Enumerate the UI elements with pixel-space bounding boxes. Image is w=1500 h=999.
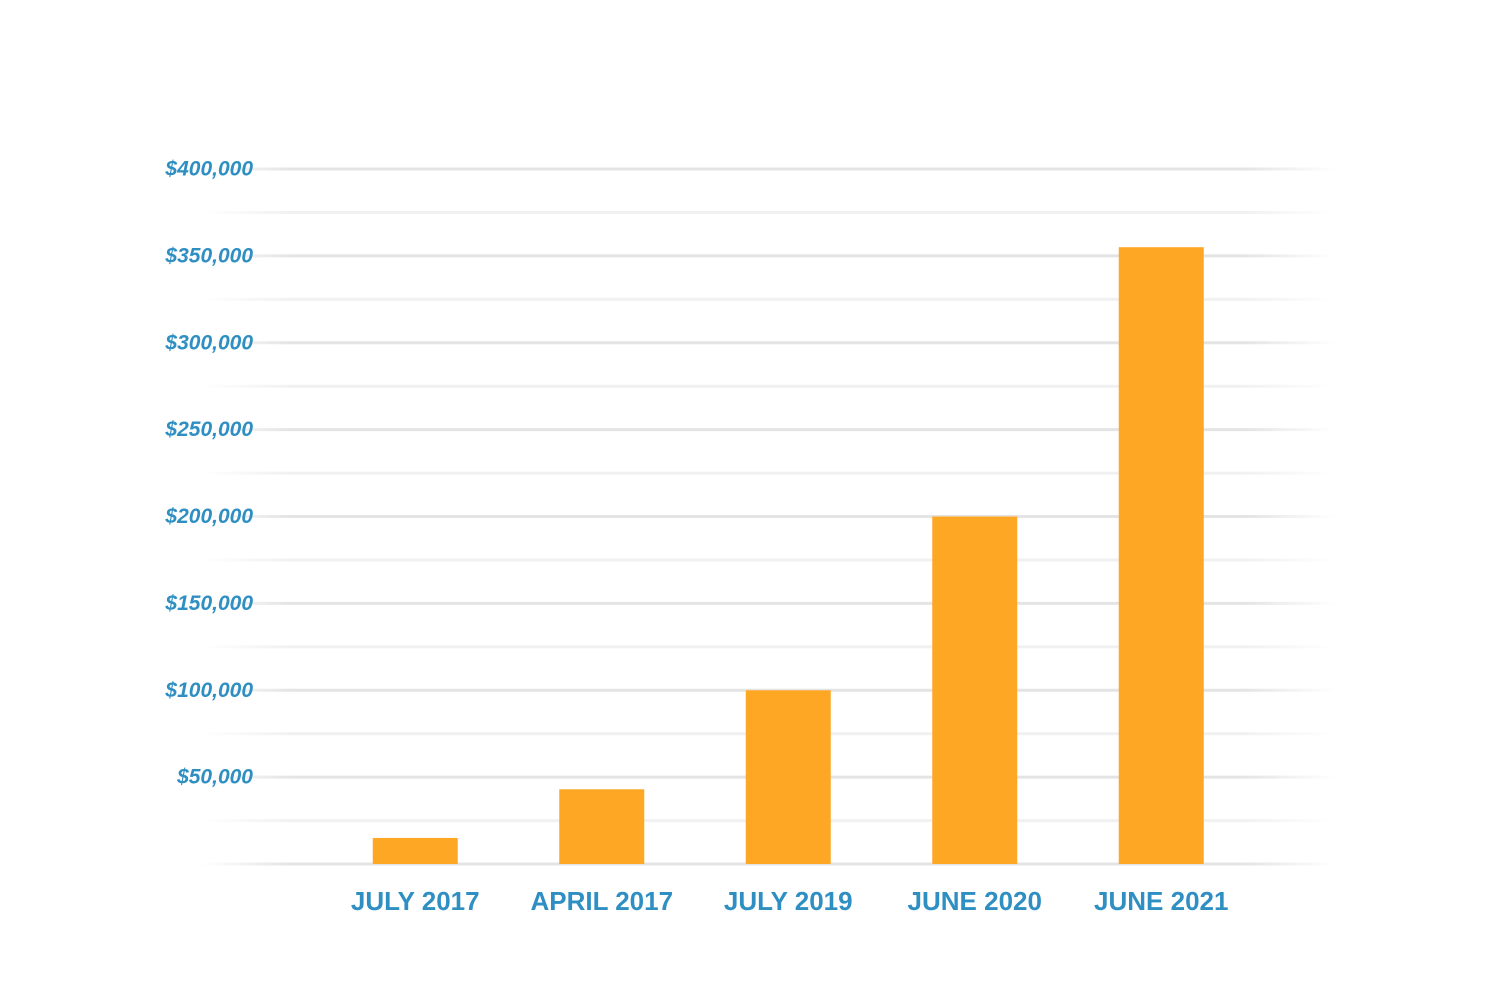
- bar: [745, 690, 831, 864]
- x-tick-label: JUNE 2021: [1094, 886, 1228, 916]
- y-tick-label: $100,000: [164, 679, 253, 702]
- x-tick-label: APRIL 2017: [530, 886, 673, 916]
- y-tick-label: $300,000: [164, 331, 253, 354]
- y-tick-label: $400,000: [164, 158, 253, 181]
- y-tick-label: $250,000: [164, 418, 253, 441]
- bar: [1118, 247, 1204, 864]
- y-tick-label: $50,000: [176, 766, 253, 789]
- y-tick-label: $150,000: [164, 592, 253, 615]
- bar: [932, 516, 1018, 864]
- x-tick-label: JULY 2017: [351, 886, 480, 916]
- x-tick-label: JULY 2019: [724, 886, 853, 916]
- y-tick-label: $350,000: [164, 244, 253, 267]
- y-tick-label: $200,000: [164, 505, 253, 528]
- x-tick-label: JUNE 2020: [908, 886, 1042, 916]
- bar: [372, 837, 458, 864]
- bar: [559, 789, 645, 864]
